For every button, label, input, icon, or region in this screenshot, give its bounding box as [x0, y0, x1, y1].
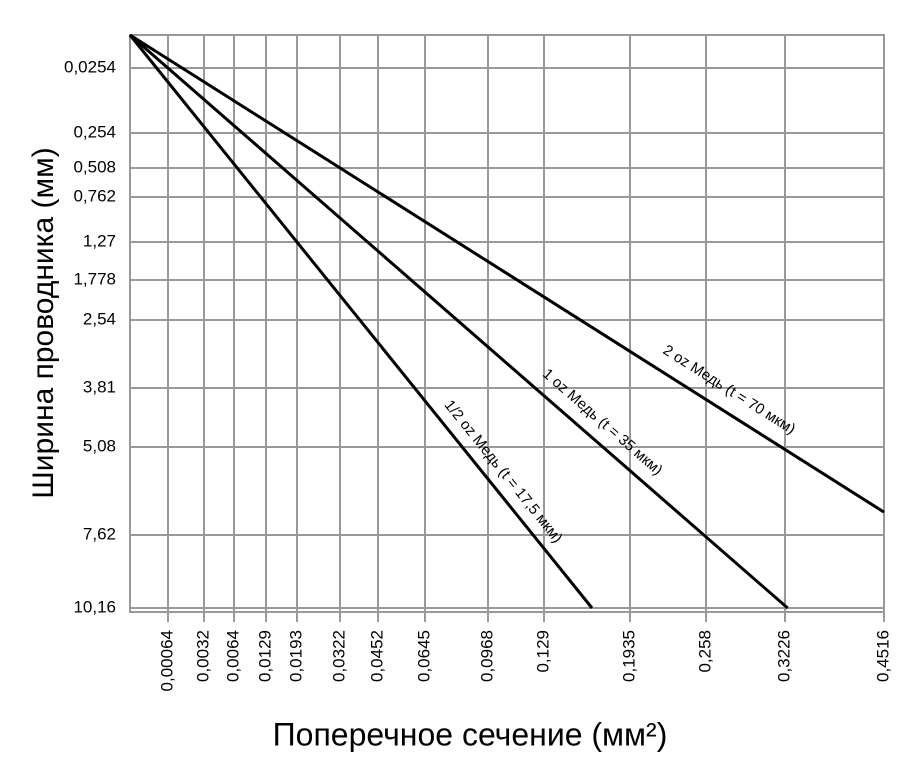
x-axis-label: Поперечное сечение (мм²)	[273, 716, 668, 752]
x-tick-label: 0,0968	[477, 630, 496, 682]
series-label: 1 oz Медь (t = 35 мкм)	[539, 365, 666, 478]
series-line	[128, 34, 594, 609]
x-tick-label: 0,0452	[367, 630, 386, 682]
x-tick-label: 0,129	[533, 630, 552, 673]
series-line	[129, 33, 885, 514]
y-tick-label: 0,0254	[64, 57, 116, 76]
x-tick-label: 0,0064	[223, 630, 242, 682]
x-tick-label: 0,0032	[193, 630, 212, 682]
y-axis-label: Ширина проводника (мм)	[27, 147, 60, 498]
x-tick-label: 0,00064	[157, 630, 176, 691]
series-line	[129, 33, 789, 610]
y-tick-label: 5,08	[83, 436, 116, 455]
y-tick-label: 0,508	[73, 157, 116, 176]
x-tick-label: 0,0645	[414, 630, 433, 682]
y-tick-label: 2,54	[83, 309, 116, 328]
series-label: 1/2 oz Медь (t = 17,5 мкм)	[441, 397, 566, 546]
x-tick-label: 0,0322	[329, 630, 348, 682]
y-tick-label: 1,778	[73, 269, 116, 288]
x-tick-label: 0,3226	[774, 630, 793, 682]
x-tick-label: 0,1935	[619, 630, 638, 682]
series-label: 2 oz Медь (t = 70 мкм)	[660, 342, 799, 438]
plot-frame	[129, 34, 885, 613]
x-tick-label: 0,4516	[873, 630, 892, 682]
x-tick-label: 0,258	[695, 630, 714, 673]
x-tick-label: 0,0129	[255, 630, 274, 682]
y-tick-label: 0,762	[73, 186, 116, 205]
y-tick-label: 10,16	[73, 597, 116, 616]
y-tick-label: 1,27	[83, 231, 116, 250]
y-tick-label: 0,254	[73, 122, 116, 141]
y-tick-label: 3,81	[83, 377, 116, 396]
x-tick-label: 0,0193	[286, 630, 305, 682]
y-tick-label: 7,62	[83, 524, 116, 543]
